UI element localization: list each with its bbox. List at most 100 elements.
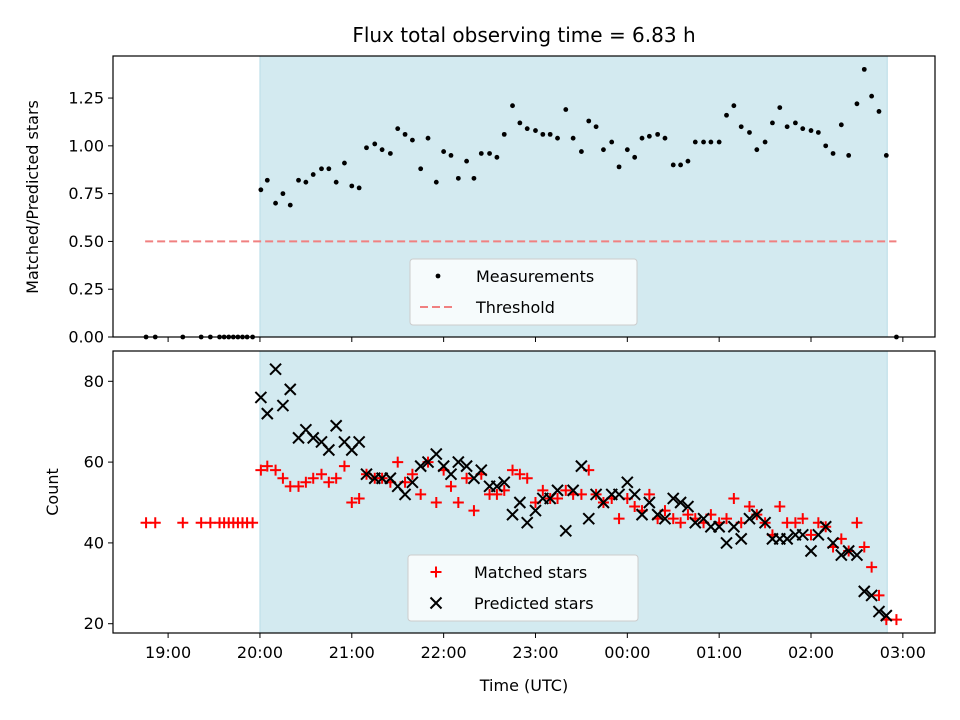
measurements-point (265, 178, 270, 183)
x-tick-label: 02:00 (788, 643, 834, 662)
measurements-point (258, 187, 263, 192)
measurements-point (823, 143, 828, 148)
measurements-point (793, 121, 798, 126)
measurements-point (594, 124, 599, 129)
measurements-point (839, 122, 844, 127)
measurements-point (855, 101, 860, 106)
measurements-point (862, 67, 867, 72)
x-tick-label: 03:00 (880, 643, 926, 662)
x-tick-label: 22:00 (421, 643, 467, 662)
measurements-point (884, 153, 889, 158)
measurements-point (372, 142, 377, 147)
chart-title: Flux total observing time = 6.83 h (352, 23, 695, 47)
measurements-point (342, 161, 347, 166)
x-tick-label: 21:00 (329, 643, 375, 662)
measurements-point (426, 136, 431, 141)
measurements-point (311, 172, 316, 177)
measurements-point (877, 109, 882, 114)
measurements-point (326, 166, 331, 171)
measurements-point (288, 203, 293, 208)
measurements-point (403, 132, 408, 137)
x-tick-label: 19:00 (145, 643, 191, 662)
x-tick-label: 00:00 (604, 643, 650, 662)
measurements-point (334, 180, 339, 185)
measurements-point (701, 140, 706, 145)
y-tick-label: 0.25 (68, 280, 104, 299)
measurements-point (869, 94, 874, 99)
measurements-point (816, 130, 821, 135)
measurements-point (763, 140, 768, 145)
y-tick-label: 80 (84, 372, 104, 391)
measurements-point (487, 151, 492, 156)
x-axis-label: Time (UTC) (479, 676, 568, 695)
measurements-point (754, 147, 759, 152)
measurements-point (281, 191, 286, 196)
measurements-point (296, 178, 301, 183)
x-tick-label: 20:00 (237, 643, 283, 662)
measurements-point (586, 119, 591, 124)
legend-label: Matched stars (474, 563, 587, 582)
measurements-point (555, 136, 560, 141)
y-tick-label: 0.50 (68, 232, 104, 251)
measurements-point (739, 124, 744, 129)
measurements-point (601, 147, 606, 152)
measurements-point (434, 180, 439, 185)
measurements-point (441, 149, 446, 154)
measurements-point (303, 180, 308, 185)
y-tick-label: 0.75 (68, 184, 104, 203)
measurements-point (785, 124, 790, 129)
measurements-point (464, 159, 469, 164)
x-tick-label: 01:00 (696, 643, 742, 662)
measurements-point (678, 163, 683, 168)
y-tick-label: 1.00 (68, 136, 104, 155)
measurements-point (770, 121, 775, 126)
measurements-point (418, 166, 423, 171)
measurements-point (609, 140, 614, 145)
measurements-point (349, 184, 354, 189)
legend: Matched stars Predicted stars (408, 555, 638, 621)
measurements-point (579, 149, 584, 154)
measurements-point (800, 126, 805, 131)
measurements-point (472, 176, 477, 181)
measurements-point (747, 130, 752, 135)
chart-figure: Flux total observing time = 6.83 h 0.00 0… (0, 0, 960, 720)
measurements-point (686, 159, 691, 164)
measurements-point (846, 153, 851, 158)
measurements-point (510, 103, 515, 108)
measurements-point (831, 151, 836, 156)
measurements-point (632, 155, 637, 160)
measurements-point (395, 126, 400, 131)
measurements-point (731, 103, 736, 108)
measurements-point (724, 113, 729, 118)
measurements-point (502, 132, 507, 137)
measurements-point (495, 155, 500, 160)
measurements-point (717, 140, 722, 145)
measurements-point (671, 163, 676, 168)
x-tick-label: 23:00 (512, 643, 558, 662)
ratio-y-axis-label: Matched/Predicted stars (23, 100, 42, 294)
measurements-point (364, 145, 369, 150)
measurements-point (663, 136, 668, 141)
measurements-point (540, 132, 545, 137)
y-tick-label: 0.00 (68, 328, 104, 347)
count-y-axis-label: Count (43, 468, 62, 516)
measurements-point (809, 128, 814, 133)
measurements-point (777, 105, 782, 110)
measurements-point (388, 151, 393, 156)
legend-label: Threshold (475, 298, 555, 317)
y-tick-label: 20 (84, 614, 104, 633)
measurements-point (571, 136, 576, 141)
measurements-point (517, 121, 522, 126)
measurements-point (548, 132, 553, 137)
measurements-point (525, 126, 530, 131)
measurements-point (647, 134, 652, 139)
y-tick-label: 1.25 (68, 89, 104, 108)
y-tick-label: 40 (84, 533, 104, 552)
measurements-point (456, 176, 461, 181)
legend: Measurements Threshold (410, 259, 637, 325)
measurements-point (709, 140, 714, 145)
legend-label: Measurements (476, 267, 594, 286)
measurements-point (410, 138, 415, 143)
measurements-point (640, 136, 645, 141)
measurements-point (380, 147, 385, 152)
